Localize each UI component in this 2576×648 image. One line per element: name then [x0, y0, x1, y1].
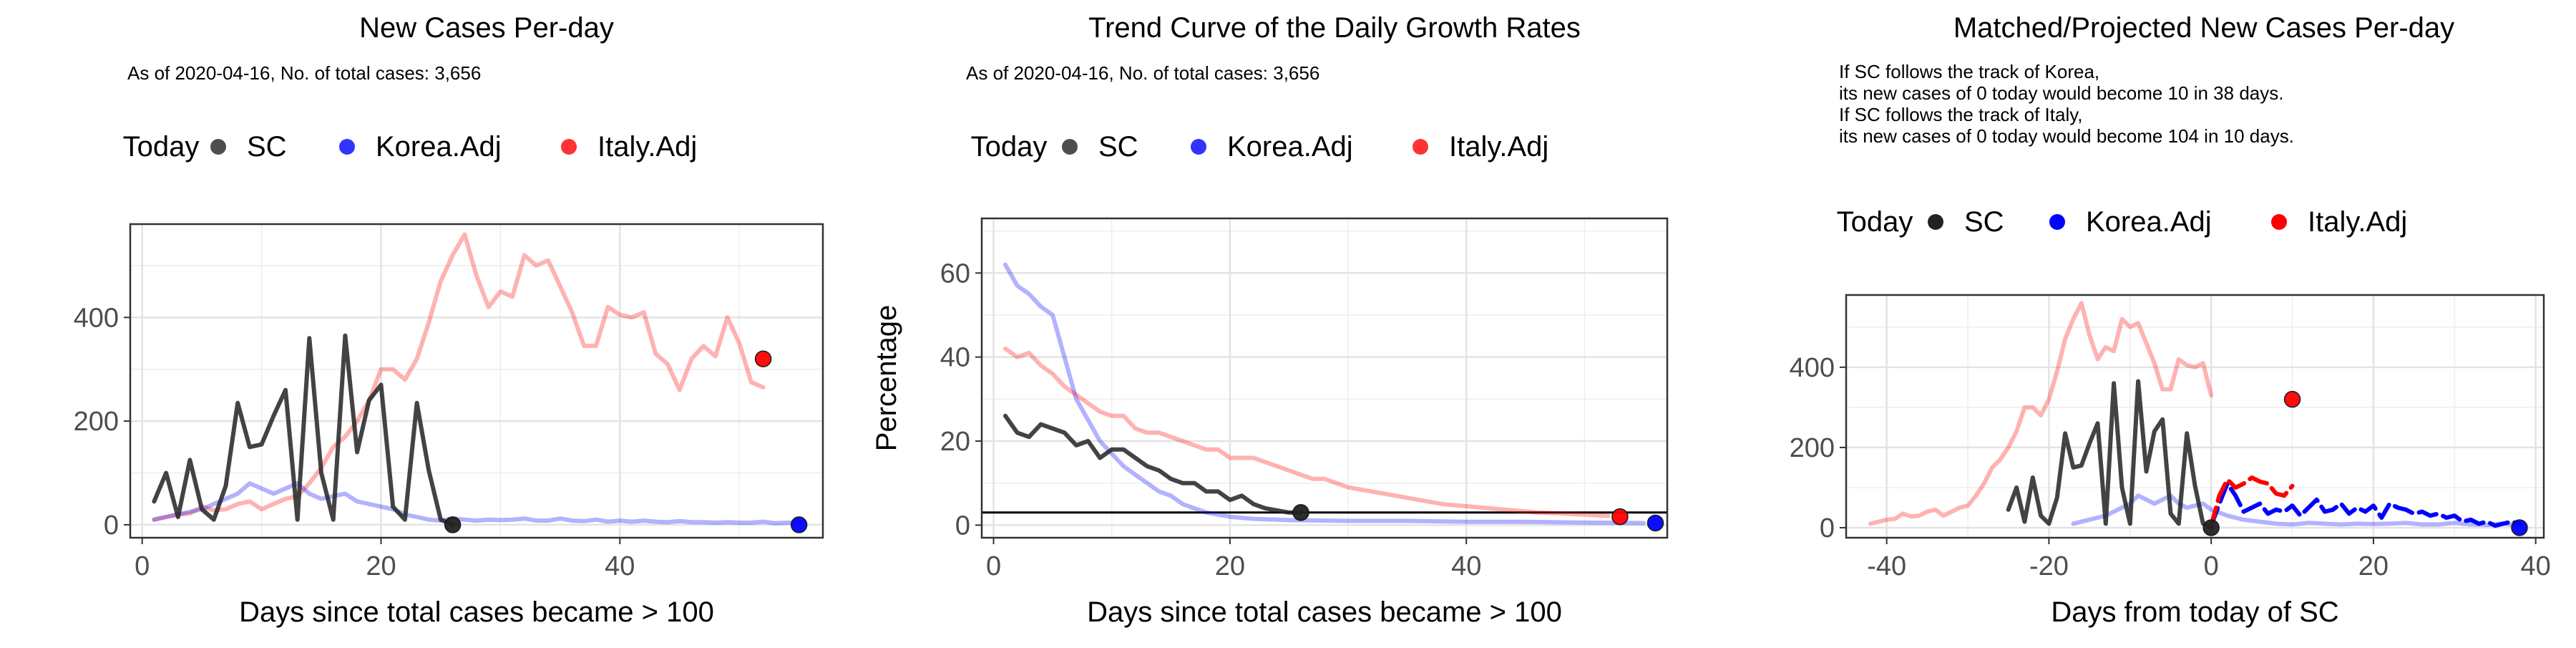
today-marker-italy-adj — [754, 350, 772, 367]
today-marker-italy-adj — [1611, 508, 1629, 526]
legend-label: Korea.Adj — [1227, 131, 1353, 163]
x-axis-label: Days since total cases became > 100 — [239, 596, 714, 628]
legend-marker — [339, 139, 355, 155]
legend-label: Korea.Adj — [2086, 206, 2212, 238]
legend-marker — [1062, 139, 1078, 155]
legend-title: Today — [971, 131, 1048, 163]
x-tick-label: 0 — [986, 551, 1001, 581]
today-marker-korea-adj — [1646, 514, 1664, 532]
y-tick-label: 200 — [1790, 433, 1835, 463]
series-line-korea-adj-projected — [2209, 481, 2522, 528]
series-line-italy-adj-projected — [2209, 475, 2295, 528]
chart-subtitle-line: If SC follows the track of Korea, — [1839, 61, 2099, 82]
series-line-italy-adj — [152, 232, 766, 522]
legend-marker — [561, 139, 577, 155]
y-tick-label: 0 — [955, 511, 970, 541]
plot-border — [129, 223, 824, 539]
chart-title: Matched/Projected New Cases Per-day — [1953, 12, 2454, 44]
today-marker-sc — [1292, 504, 1309, 521]
series-line-sc — [1003, 413, 1303, 515]
series-line-sc — [2006, 379, 2214, 530]
chart-panel-2: Trend Curve of the Daily Growth Rates As … — [871, 12, 1669, 628]
series-line-sc — [152, 333, 455, 527]
legend-marker — [1413, 139, 1428, 155]
x-tick-label: -40 — [1867, 551, 1906, 581]
chart-subtitle: As of 2020-04-16, No. of total cases: 3,… — [127, 62, 481, 84]
x-tick-label: 0 — [2204, 551, 2219, 581]
legend: Today SC Korea.Adj Italy.Adj — [1837, 206, 2408, 238]
legend-label: Italy.Adj — [597, 131, 697, 163]
legend-label: SC — [247, 131, 287, 163]
legend-label: SC — [1098, 131, 1138, 163]
x-tick-label: 20 — [2358, 551, 2389, 581]
plot-border — [1845, 294, 2545, 539]
legend-marker — [2049, 214, 2065, 230]
legend: Today SC Korea.Adj Italy.Adj — [123, 131, 698, 163]
y-tick-label: 40 — [940, 343, 970, 373]
x-tick-label: 20 — [1215, 551, 1245, 581]
chart-subtitle-line: If SC follows the track of Italy, — [1839, 104, 2083, 125]
legend-marker — [1191, 139, 1206, 155]
x-axis-label: Days since total cases became > 100 — [1087, 596, 1562, 628]
plot-background — [1846, 295, 2544, 538]
chart-title: Trend Curve of the Daily Growth Rates — [1088, 12, 1581, 44]
legend-marker — [210, 139, 226, 155]
legend-marker — [2271, 214, 2287, 230]
y-tick-label: 400 — [74, 303, 119, 333]
y-tick-label: 0 — [104, 511, 119, 541]
y-tick-label: 400 — [1790, 353, 1835, 383]
legend: Today SC Korea.Adj Italy.Adj — [971, 131, 1549, 163]
y-tick-label: 60 — [940, 258, 970, 289]
legend-marker — [1928, 214, 1943, 230]
x-tick-label: -20 — [2029, 551, 2069, 581]
today-marker-korea-adj — [790, 516, 808, 533]
series-line-korea-adj — [1003, 262, 1646, 526]
x-tick-label: 0 — [135, 551, 150, 581]
chart-panel-1: New Cases Per-day As of 2020-04-16, No. o… — [74, 12, 824, 628]
plot-background — [982, 218, 1667, 538]
x-tick-label: 40 — [605, 551, 635, 581]
series-line-korea-adj — [2071, 493, 2522, 528]
y-tick-label: 0 — [1820, 513, 1835, 543]
legend-label: Korea.Adj — [376, 131, 502, 163]
series-line-italy-adj — [1003, 346, 1611, 518]
today-marker-italy-adj — [2283, 390, 2301, 408]
legend-title: Today — [1837, 206, 1913, 238]
today-marker-korea-adj — [2511, 519, 2528, 536]
chart-panel-3: Matched/Projected New Cases Per-day If SC… — [1790, 12, 2551, 628]
y-tick-label: 20 — [940, 427, 970, 457]
series-line-italy-adj — [1868, 301, 2214, 526]
today-marker-sc — [444, 516, 462, 533]
plot-area: 0 20 40 0 20 40 60 — [940, 217, 1669, 581]
chart-subtitle-line: its new cases of 0 today would become 10… — [1839, 82, 2283, 104]
legend-title: Today — [123, 131, 200, 163]
x-tick-label: 40 — [2521, 551, 2551, 581]
series-line-korea-adj — [152, 481, 801, 526]
legend-label: SC — [1964, 206, 2004, 238]
chart-subtitle: If SC follows the track of Korea, its new… — [1839, 61, 2294, 147]
y-tick-label: 200 — [74, 407, 119, 437]
plot-border — [980, 217, 1669, 539]
legend-label: Italy.Adj — [2308, 206, 2407, 238]
x-tick-label: 40 — [1451, 551, 1481, 581]
chart-title: New Cases Per-day — [359, 12, 614, 44]
plot-background — [130, 224, 823, 538]
legend-label: Italy.Adj — [1449, 131, 1548, 163]
chart-subtitle: As of 2020-04-16, No. of total cases: 3,… — [966, 62, 1319, 84]
today-marker-sc — [2202, 519, 2220, 536]
x-tick-label: 20 — [366, 551, 396, 581]
y-axis-label: Percentage — [871, 305, 902, 452]
x-axis-label: Days from today of SC — [2051, 596, 2338, 628]
chart-subtitle-line: its new cases of 0 today would become 10… — [1839, 125, 2294, 147]
